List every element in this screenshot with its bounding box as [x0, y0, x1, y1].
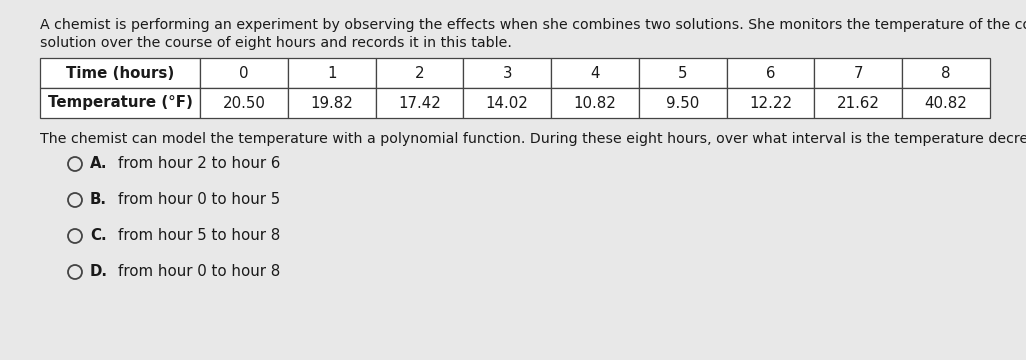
- Text: D.: D.: [90, 265, 108, 279]
- Bar: [726, 58, 815, 88]
- Text: 7: 7: [854, 66, 863, 81]
- Text: 21.62: 21.62: [837, 95, 880, 111]
- Bar: [376, 58, 464, 88]
- Bar: [464, 58, 551, 88]
- Text: 0: 0: [239, 66, 248, 81]
- Text: solution over the course of eight hours and records it in this table.: solution over the course of eight hours …: [40, 36, 512, 50]
- Text: 5: 5: [678, 66, 687, 81]
- Text: 40.82: 40.82: [924, 95, 968, 111]
- Text: C.: C.: [90, 229, 107, 243]
- Text: 10.82: 10.82: [574, 95, 617, 111]
- Text: 1: 1: [327, 66, 337, 81]
- Text: from hour 0 to hour 5: from hour 0 to hour 5: [118, 193, 280, 207]
- Text: 9.50: 9.50: [666, 95, 700, 111]
- Bar: [40, 88, 200, 118]
- Bar: [376, 88, 464, 118]
- Text: 17.42: 17.42: [398, 95, 441, 111]
- Text: A.: A.: [90, 157, 108, 171]
- Bar: [40, 58, 200, 88]
- Text: 6: 6: [765, 66, 776, 81]
- Bar: [815, 88, 902, 118]
- Bar: [200, 88, 287, 118]
- Bar: [287, 88, 376, 118]
- Bar: [551, 58, 639, 88]
- Text: B.: B.: [90, 193, 107, 207]
- Text: 19.82: 19.82: [310, 95, 353, 111]
- Text: 4: 4: [590, 66, 600, 81]
- Text: A chemist is performing an experiment by observing the effects when she combines: A chemist is performing an experiment by…: [40, 18, 1026, 32]
- Bar: [639, 58, 726, 88]
- Bar: [902, 58, 990, 88]
- Text: 12.22: 12.22: [749, 95, 792, 111]
- Text: from hour 2 to hour 6: from hour 2 to hour 6: [118, 157, 280, 171]
- Bar: [287, 58, 376, 88]
- Bar: [726, 88, 815, 118]
- Text: 20.50: 20.50: [223, 95, 266, 111]
- Text: Time (hours): Time (hours): [66, 66, 174, 81]
- Bar: [200, 58, 287, 88]
- Text: from hour 5 to hour 8: from hour 5 to hour 8: [118, 229, 280, 243]
- Text: The chemist can model the temperature with a polynomial function. During these e: The chemist can model the temperature wi…: [40, 132, 1026, 146]
- Bar: [639, 88, 726, 118]
- Text: 14.02: 14.02: [485, 95, 528, 111]
- Text: Temperature (°F): Temperature (°F): [47, 95, 193, 111]
- Bar: [902, 88, 990, 118]
- Text: 2: 2: [415, 66, 425, 81]
- Text: 3: 3: [503, 66, 512, 81]
- Bar: [815, 58, 902, 88]
- Text: from hour 0 to hour 8: from hour 0 to hour 8: [118, 265, 280, 279]
- Text: 8: 8: [942, 66, 951, 81]
- Bar: [464, 88, 551, 118]
- Bar: [551, 88, 639, 118]
